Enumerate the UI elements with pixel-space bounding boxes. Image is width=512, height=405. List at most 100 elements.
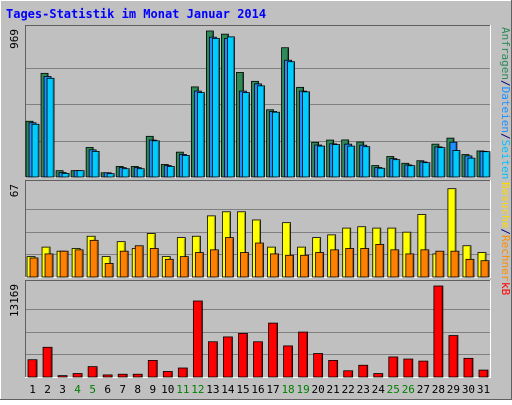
- bar-shade: [157, 249, 159, 277]
- bar-shade: [112, 264, 114, 277]
- bar-shade: [52, 255, 54, 277]
- bar-shade: [307, 256, 309, 277]
- bar-shade: [412, 255, 414, 277]
- bar-shade: [202, 254, 204, 277]
- bar-shade: [382, 245, 384, 277]
- legend-entry: kB: [499, 282, 512, 296]
- bar-shade: [83, 172, 85, 177]
- bar-shade: [217, 251, 219, 277]
- bar-shade: [471, 359, 473, 377]
- day-label: 18: [281, 383, 294, 396]
- bar-shade: [247, 254, 249, 277]
- bar-shade: [231, 338, 233, 377]
- bar-shade: [293, 63, 295, 177]
- bar-shade: [188, 156, 190, 177]
- bar-shade: [292, 256, 294, 277]
- bar-shade: [352, 249, 354, 277]
- bar-shade: [276, 324, 278, 377]
- bar-shade: [338, 146, 340, 177]
- panel-legend: Anfragen/Dateien/Seiten: [499, 27, 512, 179]
- bar-shade: [53, 79, 55, 177]
- bar-shade: [142, 247, 144, 277]
- day-label: 25: [387, 383, 400, 396]
- kb-panel: 13169 kB: [8, 280, 512, 378]
- day-label: 12: [191, 383, 204, 396]
- bar-shade: [427, 251, 429, 277]
- legend-entry: /: [499, 80, 512, 87]
- bar-shade: [216, 343, 218, 377]
- day-label: 2: [44, 383, 51, 396]
- bar-shade: [472, 260, 474, 277]
- chart-title: Tages-Statistik im Monat Januar 2014: [6, 7, 266, 21]
- bar-shade: [126, 375, 128, 377]
- day-label: 20: [312, 383, 325, 396]
- bar-shade: [456, 337, 458, 377]
- bar-shade: [67, 252, 69, 277]
- bar-shade: [233, 38, 235, 177]
- bar-shade: [443, 149, 445, 177]
- panel-legend: kB: [499, 282, 512, 296]
- bar-shade: [308, 93, 310, 177]
- bar-shade: [458, 151, 460, 177]
- bar-shade: [97, 241, 99, 277]
- bar-shade: [322, 254, 324, 277]
- bar-shade: [262, 244, 264, 277]
- legend-entry: /: [499, 228, 512, 235]
- bar-shade: [351, 372, 353, 377]
- bar-shade: [246, 334, 248, 377]
- bar-shade: [487, 262, 489, 277]
- bar-shade: [51, 348, 53, 377]
- panel-legend: Besuche/Rechner: [499, 182, 512, 282]
- bar-shade: [323, 147, 325, 177]
- day-label: 7: [119, 383, 126, 396]
- day-label: 17: [266, 383, 279, 396]
- bar-shade: [203, 94, 205, 177]
- scale-label: 67: [8, 184, 21, 197]
- bar-shade: [113, 175, 115, 177]
- day-label: 10: [161, 383, 174, 396]
- day-label: 14: [221, 383, 235, 396]
- day-label: 27: [417, 383, 430, 396]
- bar-shade: [81, 375, 83, 377]
- day-label: 21: [327, 383, 340, 396]
- day-label: 4: [74, 383, 81, 396]
- bar-shade: [143, 170, 145, 177]
- legend-entry: Besuche: [499, 182, 512, 228]
- bar-shade: [186, 369, 188, 377]
- bar-shade: [336, 361, 338, 377]
- bar-shade: [173, 167, 175, 177]
- bar-shade: [366, 366, 368, 377]
- bar-shade: [398, 161, 400, 177]
- day-label: 6: [104, 383, 111, 396]
- legend-entry: Dateien: [499, 87, 512, 133]
- bar-shade: [158, 142, 160, 177]
- day-label: 5: [89, 383, 96, 396]
- bar-shade: [171, 372, 173, 377]
- bar-shade: [381, 375, 383, 377]
- day-label: 9: [149, 383, 156, 396]
- bar-shade: [68, 174, 70, 177]
- scale-label: 969: [8, 29, 21, 49]
- bar-shade: [442, 252, 444, 277]
- bar-shade: [278, 113, 280, 177]
- day-label: 11: [176, 383, 189, 396]
- legend-entry: /: [499, 133, 512, 140]
- day-label: 31: [477, 383, 490, 396]
- day-label: 8: [134, 383, 141, 396]
- bar-shade: [411, 360, 413, 377]
- scale-label: 13169: [8, 284, 21, 317]
- bar-shade: [321, 355, 323, 377]
- bar-shade: [368, 148, 370, 177]
- bar-shade: [96, 368, 98, 377]
- bar-shade: [263, 87, 265, 177]
- day-label: 19: [296, 383, 309, 396]
- bar-shade: [457, 252, 459, 277]
- bar-shade: [367, 249, 369, 277]
- bar-shade: [473, 159, 475, 177]
- bar-shade: [383, 169, 385, 177]
- bar-shade: [291, 347, 293, 377]
- bar-shade: [218, 39, 220, 177]
- traffic-panel: 969 Anfragen/Dateien/Seiten: [8, 25, 512, 179]
- day-label: 13: [206, 383, 219, 396]
- bar-shade: [428, 164, 430, 177]
